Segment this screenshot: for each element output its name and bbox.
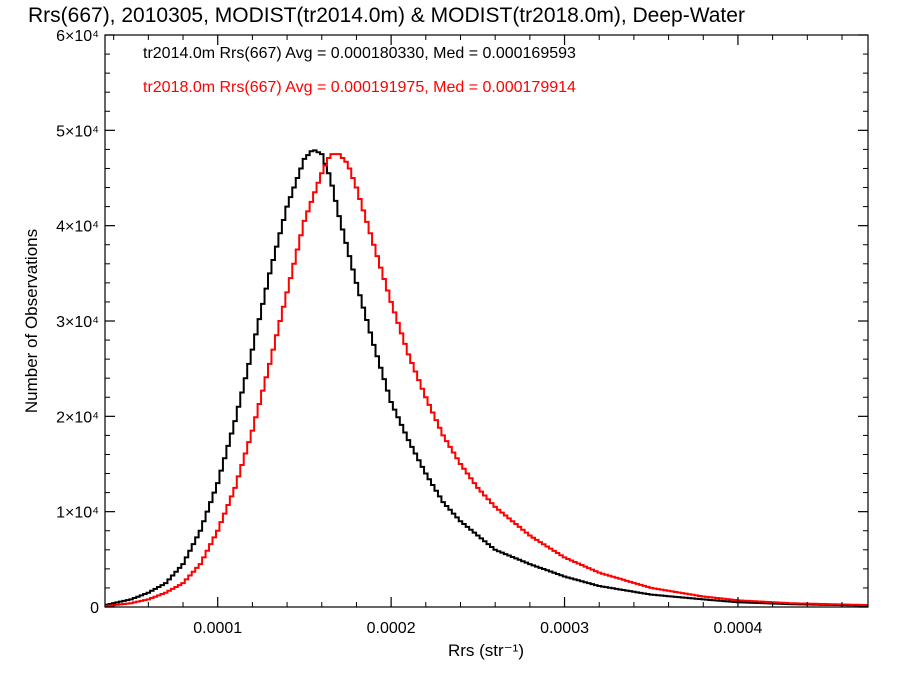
y-tick-label: 6×10⁴ xyxy=(56,28,99,45)
legend-annotation-tr2018: tr2018.0m Rrs(667) Avg = 0.000191975, Me… xyxy=(143,79,576,96)
x-tick-label: 0.0003 xyxy=(540,620,589,637)
y-tick-label: 5×10⁴ xyxy=(56,123,99,140)
y-tick-label: 4×10⁴ xyxy=(56,219,99,236)
x-tick-label: 0.0001 xyxy=(193,620,242,637)
x-axis-label: Rrs (str⁻¹) xyxy=(448,641,524,660)
series-tr2014.0m-line xyxy=(105,149,868,607)
x-axis: 0.0001 0.0002 0.0003 0.0004 xyxy=(113,35,843,637)
y-tick-label: 1×10⁴ xyxy=(56,505,99,522)
y-tick-label: 2×10⁴ xyxy=(56,409,99,426)
y-tick-label: 3×10⁴ xyxy=(56,314,99,331)
x-tick-label: 0.0004 xyxy=(713,620,762,637)
y-axis-label: Number of Observations xyxy=(22,229,41,413)
y-axis: 0 1×10⁴ 2×10⁴ 3×10⁴ 4×10⁴ 5×10⁴ 6×10⁴ xyxy=(56,28,868,617)
legend-annotation-tr2014: tr2014.0m Rrs(667) Avg = 0.000180330, Me… xyxy=(143,45,576,62)
x-tick-label: 0.0002 xyxy=(367,620,416,637)
series-tr2018.0m-line xyxy=(105,153,868,607)
series-layer xyxy=(105,149,868,607)
chart-title: Rrs(667), 2010305, MODIST(tr2014.0m) & M… xyxy=(28,4,745,27)
y-tick-label: 0 xyxy=(90,600,99,617)
